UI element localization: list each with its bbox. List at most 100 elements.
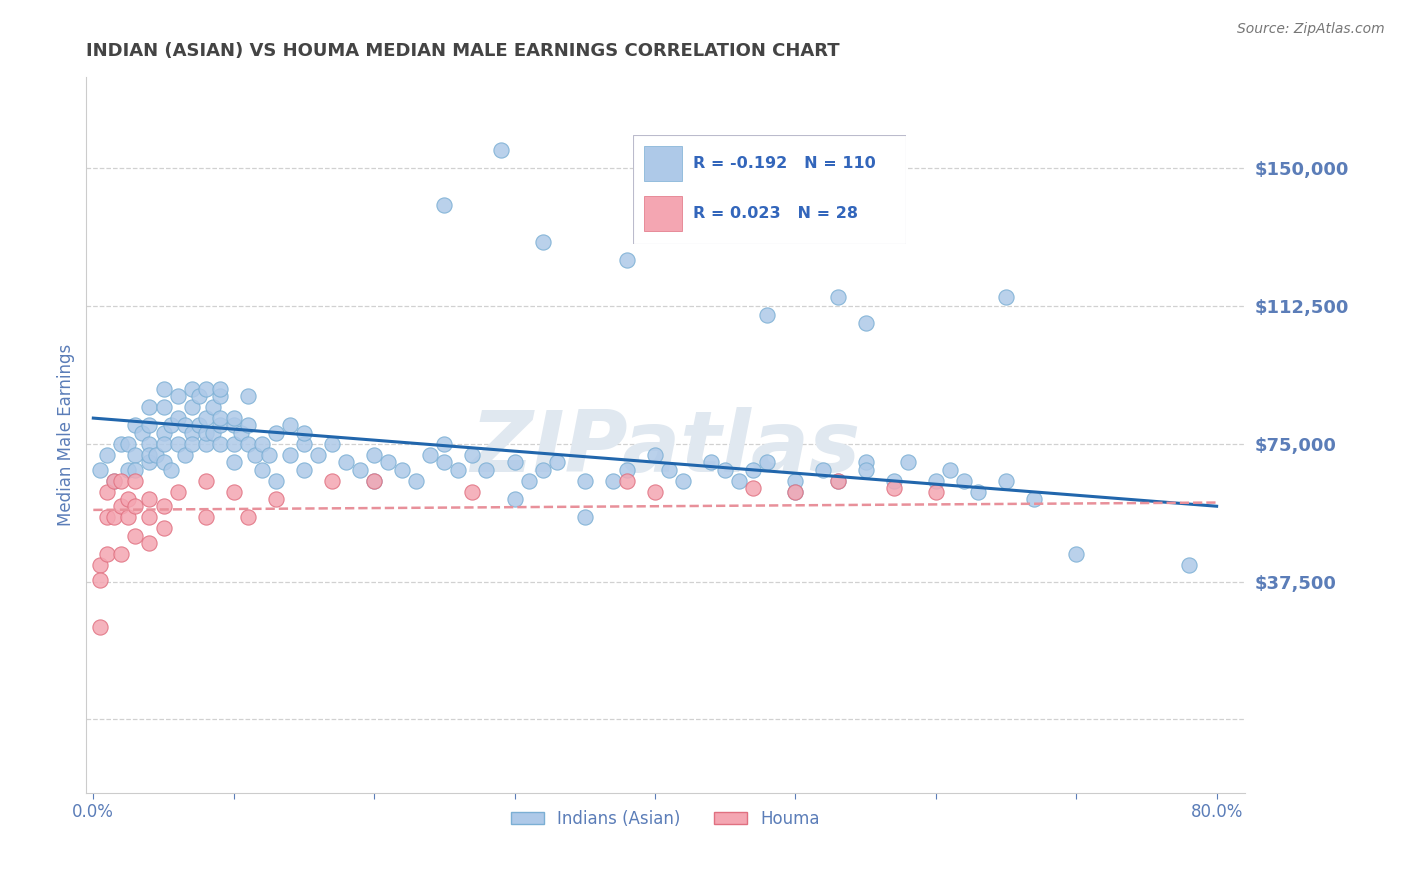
Point bbox=[644, 484, 666, 499]
Point bbox=[475, 462, 498, 476]
Point bbox=[939, 462, 962, 476]
Point bbox=[103, 510, 125, 524]
Point bbox=[785, 484, 807, 499]
Point bbox=[1064, 547, 1087, 561]
Point bbox=[785, 474, 807, 488]
Point bbox=[236, 418, 259, 433]
Point bbox=[201, 425, 224, 440]
Point bbox=[925, 474, 948, 488]
Point bbox=[166, 389, 188, 403]
Point bbox=[117, 491, 139, 506]
Point bbox=[222, 411, 245, 425]
Point bbox=[173, 418, 195, 433]
Point bbox=[995, 474, 1018, 488]
Point bbox=[236, 389, 259, 403]
Point bbox=[700, 455, 723, 469]
Y-axis label: Median Male Earnings: Median Male Earnings bbox=[58, 343, 75, 525]
Point bbox=[152, 437, 174, 451]
Point bbox=[124, 462, 146, 476]
Point bbox=[117, 510, 139, 524]
Point bbox=[110, 547, 132, 561]
Point bbox=[138, 400, 160, 414]
Point bbox=[602, 474, 624, 488]
Point bbox=[1022, 491, 1045, 506]
Point bbox=[138, 448, 160, 462]
Point bbox=[574, 510, 596, 524]
Point bbox=[89, 558, 111, 572]
Point bbox=[855, 462, 877, 476]
Point bbox=[138, 491, 160, 506]
Point bbox=[827, 474, 849, 488]
Point bbox=[250, 437, 273, 451]
Point bbox=[292, 425, 315, 440]
Point bbox=[180, 382, 202, 396]
Point bbox=[103, 474, 125, 488]
Point bbox=[250, 462, 273, 476]
Point bbox=[391, 462, 413, 476]
Point bbox=[278, 448, 301, 462]
Point bbox=[208, 411, 231, 425]
Point bbox=[616, 462, 638, 476]
Point bbox=[152, 500, 174, 514]
Point bbox=[194, 411, 217, 425]
Point bbox=[194, 425, 217, 440]
Point bbox=[194, 510, 217, 524]
Point bbox=[264, 474, 287, 488]
Point bbox=[124, 418, 146, 433]
Point bbox=[166, 437, 188, 451]
Point bbox=[419, 448, 441, 462]
Point bbox=[124, 528, 146, 542]
Point bbox=[201, 400, 224, 414]
Point bbox=[138, 418, 160, 433]
Point bbox=[229, 425, 252, 440]
Point bbox=[447, 462, 470, 476]
Legend: Indians (Asian), Houma: Indians (Asian), Houma bbox=[505, 803, 827, 834]
Point bbox=[714, 462, 737, 476]
Point bbox=[124, 500, 146, 514]
Point bbox=[180, 425, 202, 440]
Point bbox=[194, 437, 217, 451]
Point bbox=[827, 290, 849, 304]
Point bbox=[159, 462, 181, 476]
Point bbox=[292, 462, 315, 476]
Point bbox=[672, 474, 695, 488]
Point bbox=[236, 437, 259, 451]
Point bbox=[96, 484, 118, 499]
Point bbox=[243, 448, 266, 462]
Point bbox=[644, 448, 666, 462]
Point bbox=[377, 455, 399, 469]
Point bbox=[742, 481, 765, 495]
Point bbox=[236, 510, 259, 524]
Text: R = -0.192   N = 110: R = -0.192 N = 110 bbox=[693, 155, 876, 170]
Point bbox=[96, 510, 118, 524]
Point bbox=[503, 455, 526, 469]
Point bbox=[89, 573, 111, 587]
Point bbox=[363, 448, 385, 462]
Point bbox=[546, 455, 568, 469]
Point bbox=[995, 290, 1018, 304]
Point bbox=[883, 481, 905, 495]
Point bbox=[574, 474, 596, 488]
Text: R = 0.023   N = 28: R = 0.023 N = 28 bbox=[693, 206, 858, 221]
Point bbox=[883, 474, 905, 488]
Text: INDIAN (ASIAN) VS HOUMA MEDIAN MALE EARNINGS CORRELATION CHART: INDIAN (ASIAN) VS HOUMA MEDIAN MALE EARN… bbox=[86, 42, 839, 60]
Point bbox=[433, 455, 456, 469]
Point bbox=[180, 400, 202, 414]
Point bbox=[433, 198, 456, 212]
Point bbox=[257, 448, 280, 462]
Point bbox=[292, 437, 315, 451]
Point bbox=[461, 484, 484, 499]
Point bbox=[855, 316, 877, 330]
Point bbox=[166, 484, 188, 499]
Point bbox=[117, 437, 139, 451]
Point bbox=[489, 143, 512, 157]
Point bbox=[335, 455, 357, 469]
Point bbox=[138, 437, 160, 451]
Point bbox=[405, 474, 427, 488]
FancyBboxPatch shape bbox=[644, 196, 682, 231]
Point bbox=[194, 382, 217, 396]
Point bbox=[813, 462, 835, 476]
Point bbox=[89, 620, 111, 634]
Point bbox=[96, 448, 118, 462]
Point bbox=[152, 382, 174, 396]
